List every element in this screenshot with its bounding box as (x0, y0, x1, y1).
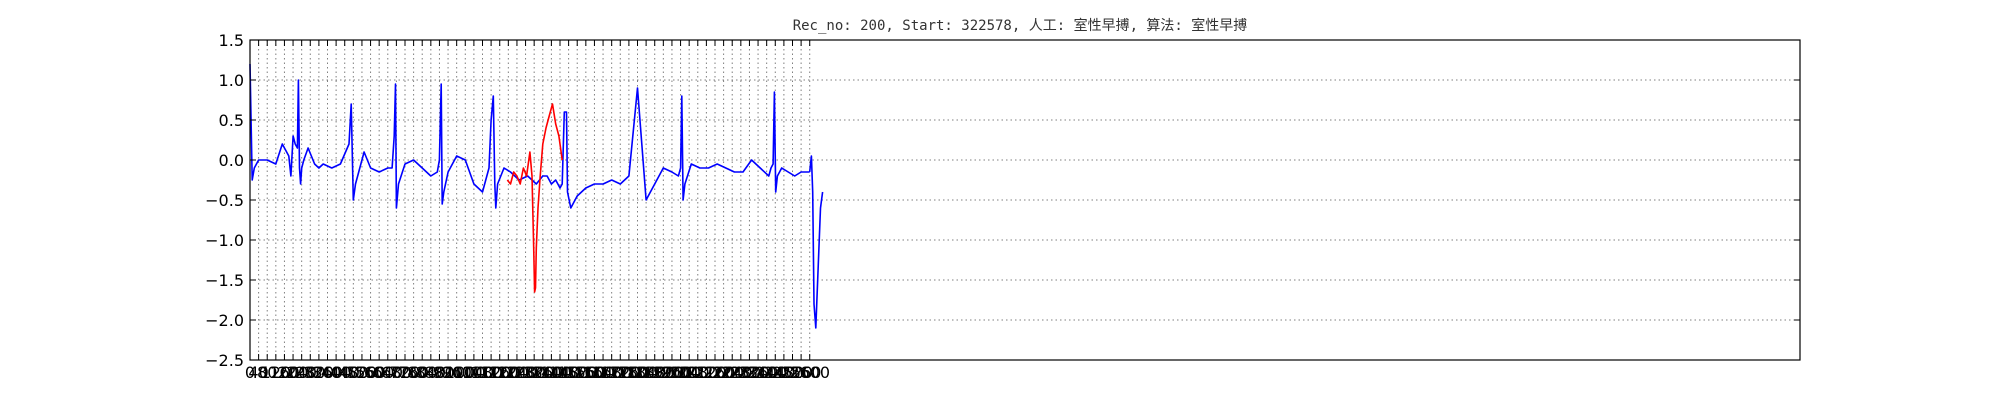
x-tick-label: 2360 (738, 363, 779, 382)
x-tick-label: 560 (355, 363, 386, 382)
y-tick-label: 1.5 (219, 31, 244, 50)
ecg-series-line (808, 155, 824, 329)
x-tick-label: 520 (347, 363, 378, 382)
y-tick-label: 1.0 (219, 71, 244, 90)
x-tick-label: 1640 (583, 363, 624, 382)
x-tick-label: 1840 (626, 363, 667, 382)
x-tick-label: 640 (373, 363, 404, 382)
x-tick-label: 600 (364, 363, 395, 382)
x-tick-label: 1200 (488, 363, 529, 382)
x-tick-label: 1160 (479, 363, 520, 382)
x-tick-label: 1360 (522, 363, 563, 382)
x-tick-label: 240 (286, 363, 317, 382)
x-tick-label: 1680 (591, 363, 632, 382)
y-tick-label: −1.5 (205, 271, 244, 290)
x-tick-label: 2560 (781, 363, 822, 382)
plot-frame (249, 39, 1801, 361)
x-tick-label: 440 (329, 363, 360, 382)
y-tick-label: −2.0 (205, 311, 244, 330)
x-tick-label: 760 (398, 363, 429, 382)
ecg-series-line (506, 103, 563, 293)
x-tick-label: 160 (269, 363, 300, 382)
x-tick-label: 1320 (514, 363, 555, 382)
x-tick-label: 360 (312, 363, 343, 382)
y-tick-label: 0.0 (219, 151, 244, 170)
x-tick-label: 1880 (634, 363, 675, 382)
x-tick-label: 400 (321, 363, 352, 382)
x-tick-label: 1400 (531, 363, 572, 382)
x-tick-label: 1000 (445, 363, 486, 382)
x-tick-label: 720 (390, 363, 421, 382)
y-axis-ticks: 1.5 1.0 0.5 0.0 −0.5 −1.0 −1.5 −2.0 −2.5 (205, 31, 1800, 370)
x-tick-label: 2320 (729, 363, 770, 382)
y-tick-label: −0.5 (205, 191, 244, 210)
x-axis-ticks: 0408012016020024028032036040044048052056… (245, 40, 830, 382)
y-tick-label: 0.5 (219, 111, 244, 130)
x-tick-label: 2520 (772, 363, 813, 382)
x-tick-label: 2400 (746, 363, 787, 382)
x-tick-label: 1120 (471, 363, 512, 382)
x-tick-label: 40 (248, 363, 268, 382)
x-tick-label: 120 (261, 363, 292, 382)
x-tick-label: 1960 (652, 363, 693, 382)
x-tick-label: 840 (416, 363, 447, 382)
x-tick-label: 1520 (557, 363, 598, 382)
x-tick-label: 1920 (643, 363, 684, 382)
grid-lines (249, 39, 1800, 361)
x-tick-label: 1040 (454, 363, 495, 382)
x-tick-label: 1600 (574, 363, 615, 382)
x-tick-label: 2040 (669, 363, 710, 382)
x-tick-label: 1480 (548, 363, 589, 382)
x-tick-label: 2440 (755, 363, 796, 382)
x-tick-label: 80 (257, 363, 277, 382)
x-tick-label: 280 (295, 363, 326, 382)
x-tick-label: 1280 (505, 363, 546, 382)
x-tick-label: 1240 (497, 363, 538, 382)
ecg-series-line (249, 63, 810, 209)
x-tick-label: 2120 (686, 363, 727, 382)
x-tick-label: 1440 (540, 363, 581, 382)
x-tick-label: 800 (407, 363, 438, 382)
x-tick-label: 2000 (660, 363, 701, 382)
x-tick-label: 1800 (617, 363, 658, 382)
x-tick-label: 480 (338, 363, 369, 382)
y-tick-label: −2.5 (205, 351, 244, 370)
x-tick-label: 2280 (720, 363, 761, 382)
x-tick-label: 920 (433, 363, 464, 382)
x-tick-label: 2600 (789, 363, 830, 382)
x-tick-label: 2160 (695, 363, 736, 382)
chart-title: Rec_no: 200, Start: 322578, 人工: 室性早搏, 算法… (793, 17, 1248, 34)
x-tick-label: 1720 (600, 363, 641, 382)
x-tick-label: 2480 (764, 363, 805, 382)
x-tick-label: 1760 (609, 363, 650, 382)
y-tick-label: −1.0 (205, 231, 244, 250)
x-tick-label: 200 (278, 363, 309, 382)
x-tick-label: 2240 (712, 363, 753, 382)
x-tick-label: 2200 (703, 363, 744, 382)
x-tick-label: 1080 (462, 363, 503, 382)
x-tick-label: 880 (424, 363, 455, 382)
x-tick-label: 320 (304, 363, 335, 382)
x-tick-label: 0 (245, 363, 255, 382)
x-tick-label: 960 (441, 363, 472, 382)
x-tick-label: 1560 (565, 363, 606, 382)
series-lines (249, 63, 824, 329)
x-tick-label: 680 (381, 363, 412, 382)
x-tick-label: 2080 (677, 363, 718, 382)
